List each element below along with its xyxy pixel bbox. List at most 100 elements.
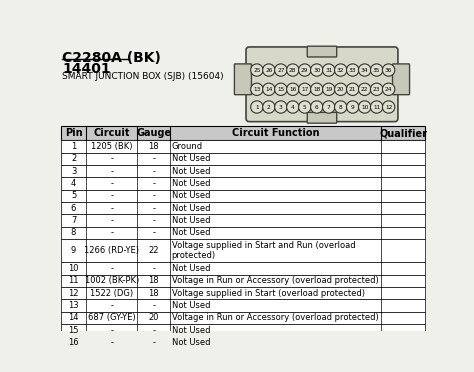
Circle shape xyxy=(371,83,383,96)
Text: 36: 36 xyxy=(385,68,392,73)
Text: -: - xyxy=(152,179,155,188)
Circle shape xyxy=(335,101,347,113)
Bar xyxy=(61,202,425,214)
Text: 15: 15 xyxy=(277,87,284,92)
Bar xyxy=(61,214,425,227)
Circle shape xyxy=(251,64,263,76)
Circle shape xyxy=(274,101,287,113)
Text: -: - xyxy=(110,167,113,176)
Bar xyxy=(61,262,425,275)
Text: 15: 15 xyxy=(68,326,79,335)
Circle shape xyxy=(383,101,395,113)
Circle shape xyxy=(335,83,347,96)
Text: 11: 11 xyxy=(68,276,79,285)
Text: -: - xyxy=(152,338,155,347)
Text: 16: 16 xyxy=(289,87,296,92)
Text: 4: 4 xyxy=(291,105,295,109)
FancyBboxPatch shape xyxy=(307,112,337,123)
Circle shape xyxy=(322,83,335,96)
Circle shape xyxy=(263,101,275,113)
Text: 5: 5 xyxy=(303,105,307,109)
Text: Pin: Pin xyxy=(65,128,82,138)
Text: -: - xyxy=(152,228,155,237)
Circle shape xyxy=(322,101,335,113)
Text: 11: 11 xyxy=(373,105,380,109)
Circle shape xyxy=(251,83,263,96)
Text: Gauge: Gauge xyxy=(136,128,171,138)
Text: 7: 7 xyxy=(71,216,76,225)
Circle shape xyxy=(322,64,335,76)
Text: -: - xyxy=(110,154,113,163)
Circle shape xyxy=(310,64,323,76)
Text: 30: 30 xyxy=(313,68,320,73)
Text: 3: 3 xyxy=(71,167,76,176)
Text: 23: 23 xyxy=(373,87,381,92)
Text: Ground: Ground xyxy=(172,142,203,151)
Text: Not Used: Not Used xyxy=(172,204,210,213)
Text: 1: 1 xyxy=(71,142,76,151)
Text: 14: 14 xyxy=(265,87,273,92)
Text: 22: 22 xyxy=(148,246,159,255)
Text: 2: 2 xyxy=(267,105,271,109)
Text: 6: 6 xyxy=(71,204,76,213)
Text: 18: 18 xyxy=(313,87,320,92)
Text: 12: 12 xyxy=(385,105,392,109)
Circle shape xyxy=(358,64,371,76)
Text: 28: 28 xyxy=(289,68,297,73)
Bar xyxy=(61,239,425,262)
Circle shape xyxy=(310,83,323,96)
Text: 24: 24 xyxy=(385,87,392,92)
Text: 17: 17 xyxy=(301,87,309,92)
Text: 33: 33 xyxy=(349,68,356,73)
Text: 29: 29 xyxy=(301,68,309,73)
Text: -: - xyxy=(110,228,113,237)
Text: 7: 7 xyxy=(327,105,330,109)
FancyBboxPatch shape xyxy=(235,64,251,95)
Text: 687 (GY-YE): 687 (GY-YE) xyxy=(88,313,136,322)
Bar xyxy=(61,275,425,287)
Text: 18: 18 xyxy=(148,289,159,298)
Text: 9: 9 xyxy=(351,105,355,109)
Text: 20: 20 xyxy=(337,87,345,92)
Text: 13: 13 xyxy=(68,301,79,310)
Text: -: - xyxy=(110,179,113,188)
Text: -: - xyxy=(152,154,155,163)
Text: SMART JUNCTION BOX (SJB) (15604): SMART JUNCTION BOX (SJB) (15604) xyxy=(63,73,224,81)
Text: Voltage supplied in Start (overload protected): Voltage supplied in Start (overload prot… xyxy=(172,289,365,298)
Text: 12: 12 xyxy=(68,289,79,298)
Text: 22: 22 xyxy=(361,87,368,92)
Text: -: - xyxy=(110,191,113,201)
Text: 8: 8 xyxy=(339,105,343,109)
Text: 10: 10 xyxy=(68,264,79,273)
Text: -: - xyxy=(152,326,155,335)
Bar xyxy=(61,153,425,165)
Text: 2: 2 xyxy=(71,154,76,163)
Bar xyxy=(61,299,425,312)
Text: 35: 35 xyxy=(373,68,381,73)
Bar xyxy=(61,336,425,349)
Text: Voltage in Run or Accessory (overload protected): Voltage in Run or Accessory (overload pr… xyxy=(172,313,378,322)
Bar xyxy=(61,227,425,239)
Circle shape xyxy=(274,83,287,96)
Circle shape xyxy=(287,64,299,76)
Bar xyxy=(61,140,425,153)
Text: Not Used: Not Used xyxy=(172,338,210,347)
Text: Qualifier: Qualifier xyxy=(379,128,427,138)
Text: 9: 9 xyxy=(71,246,76,255)
Circle shape xyxy=(299,101,311,113)
Text: 19: 19 xyxy=(325,87,332,92)
Text: 20: 20 xyxy=(148,313,159,322)
Bar xyxy=(61,126,425,140)
Circle shape xyxy=(299,83,311,96)
Text: 5: 5 xyxy=(71,191,76,201)
Text: -: - xyxy=(152,167,155,176)
Text: -: - xyxy=(110,264,113,273)
Circle shape xyxy=(335,64,347,76)
Text: C2280A (BK): C2280A (BK) xyxy=(63,51,161,65)
Text: 13: 13 xyxy=(253,87,261,92)
Bar xyxy=(61,312,425,324)
FancyBboxPatch shape xyxy=(246,47,398,122)
Text: Not Used: Not Used xyxy=(172,154,210,163)
Text: 3: 3 xyxy=(279,105,283,109)
Text: 14401: 14401 xyxy=(63,62,111,76)
